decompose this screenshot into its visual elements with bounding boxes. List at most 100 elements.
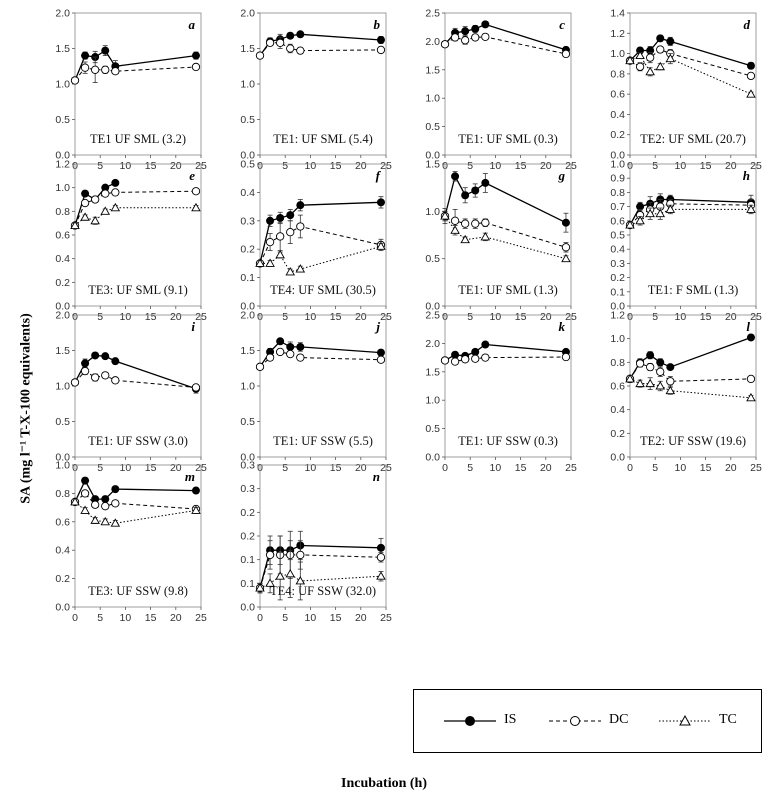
panel-c-xtick-label: 5 — [467, 160, 473, 172]
panel-f-ytick-label: 0.2 — [240, 244, 255, 256]
panel-i-series-dc-point — [80, 366, 90, 376]
panel-h-series-tc-point — [746, 204, 756, 213]
panel-b-xtick-label: 20 — [355, 160, 367, 172]
panel-a-ytick-label: 2.0 — [55, 8, 70, 20]
panel-l-xtick-label: 25 — [750, 462, 762, 474]
panel-c-ytick-label: 1.5 — [425, 64, 440, 76]
panel-f-title: TE4: UF SML (30.5) — [270, 283, 376, 297]
panel-d-ytick-label: 0.8 — [610, 68, 625, 80]
panel-k-series-dc-point — [450, 357, 460, 366]
panel-i-series-is-point — [81, 359, 90, 368]
panel-m-series-is-point — [191, 486, 200, 495]
panel-d-series-dc-point — [746, 71, 756, 81]
panel-l: 0.0 0.2 0.4 0.6 0.8 1.0 1.2 0 5 10 15 20 25 l TE2: UF … — [610, 310, 762, 475]
panel-g-series-tc — [440, 210, 571, 263]
panel-n-xtick-label: 25 — [380, 612, 392, 624]
legend-label-tc: TC — [719, 712, 737, 727]
panel-j-series-is-point — [276, 337, 285, 346]
panel-h-series-is-point — [636, 202, 645, 211]
panel-l-series-tc-line — [629, 378, 752, 399]
panel-m-series-tc-point — [90, 515, 100, 524]
panel-a-series-dc-point — [111, 67, 120, 76]
panel-k-xtick-label: 20 — [540, 462, 552, 474]
panel-f-series-dc — [255, 214, 386, 268]
panel-m-xtick-label: 0 — [72, 612, 78, 624]
panel-b-series-dc-point — [296, 46, 305, 55]
panel-n-xtick-label: 15 — [330, 612, 342, 624]
panel-e-xtick-label: 20 — [170, 311, 182, 323]
panel-g-letter: g — [558, 168, 566, 183]
panel-m-xtick-label: 20 — [170, 612, 182, 624]
panel-e-ytick-label: 0.8 — [55, 206, 70, 218]
panel-f-series-dc-point — [296, 222, 305, 231]
panel-b-ytick-label: 1.5 — [240, 43, 255, 55]
panel-g-title: TE1: UF SML (1.3) — [458, 283, 558, 297]
panel-h-ytick-label: 0.4 — [610, 244, 625, 256]
panel-c-series-dc-point — [561, 49, 571, 59]
panel-n-xtick-label: 0 — [257, 612, 263, 624]
panel-n-xtick-label: 20 — [355, 612, 367, 624]
panel-a-ytick-label: 1.0 — [55, 79, 70, 91]
panel-g-ytick-label: 1.0 — [425, 206, 440, 218]
panel-m-series-is — [71, 476, 200, 506]
panel-k-xtick-label: 5 — [467, 462, 473, 474]
panel-l-xtick-label: 20 — [725, 462, 737, 474]
panel-g-series-tc-point — [480, 231, 491, 241]
panel-g-series-is — [441, 171, 570, 233]
panel-i-ytick-label: 2.0 — [55, 310, 70, 322]
panel-a-ytick-label: 0.5 — [55, 114, 70, 126]
panel-j-xtick-label: 20 — [355, 462, 367, 474]
panel-d-series-dc-point — [656, 45, 665, 54]
panel-a-ytick-label: 1.5 — [55, 43, 70, 55]
panel-d-ytick-label: 0.4 — [610, 109, 625, 121]
panel-c-series-is-point — [461, 27, 470, 36]
panel-h: 0.00.10.20.30.40.50.60.70.80.91.00 5 10 15 2… — [610, 159, 762, 324]
panel-a-xtick-label: 15 — [145, 160, 157, 172]
panel-l-series-tc-point — [746, 392, 756, 402]
panel-l-xtick-label: 5 — [652, 462, 658, 474]
panel-e-series-tc-point — [191, 202, 201, 212]
panel-b-series-dc-point — [255, 51, 265, 60]
panel-f-ytick-label: 0.4 — [240, 187, 255, 199]
panel-d-series-tc-point — [635, 50, 645, 60]
panel-c-series-dc-point — [471, 33, 480, 42]
legend-item-dc: DC — [549, 690, 639, 752]
panel-e-series-dc — [70, 187, 201, 230]
panel-e-ytick-label: 1.2 — [55, 159, 70, 171]
panel-h-series-tc-point — [625, 220, 635, 229]
panel-m-frame — [74, 464, 202, 608]
panel-l-ytick-label: 1.0 — [610, 333, 625, 345]
panel-c-series-is-point — [481, 20, 490, 29]
legend-label-dc: DC — [609, 712, 629, 727]
panel-g-series-is-point — [561, 218, 570, 227]
panel-g-frame — [444, 163, 572, 307]
panel-g-xtick-label: 20 — [540, 311, 552, 323]
panel-c-xtick-label: 10 — [490, 160, 502, 172]
panel-i-series-dc-point — [70, 378, 80, 387]
panel-a-ytick-label: 0.0 — [55, 150, 70, 162]
panel-j-xtick-label: 10 — [305, 462, 317, 474]
panel-n-series-tc — [255, 549, 386, 601]
panel-n-title: TE4: UF SSW (32.0) — [270, 584, 376, 598]
panel-l-series-tc-point — [655, 381, 666, 390]
panel-h-ytick-label: 0.7 — [610, 201, 625, 213]
panel-l-series-is-point — [666, 363, 675, 372]
panel-b-title: TE1: UF SML (5.4) — [273, 132, 373, 146]
panel-l-series-dc-point — [656, 367, 665, 376]
panel-f-series-dc-point — [265, 237, 275, 247]
panel-g-series-is-point — [471, 186, 480, 195]
panel-d-ytick-label: 0.0 — [610, 150, 625, 162]
panel-i-series-dc-point — [91, 373, 100, 382]
legend: IS DC TC — [413, 689, 762, 753]
panel-f-series-tc — [255, 241, 386, 276]
panel-l-series-dc — [625, 359, 756, 387]
panel-c-series-is-point — [471, 24, 480, 33]
panel-f-series-is-point — [266, 216, 275, 225]
panel-d-ytick-label: 0.2 — [610, 129, 625, 141]
panel-j-series-dc-point — [296, 353, 305, 362]
y-axis-label: SA (mg l⁻¹ T-X-100 equivalents) — [18, 313, 34, 504]
panel-n-xtick-label: 10 — [305, 612, 317, 624]
panel-n-series-dc-line — [259, 554, 382, 589]
